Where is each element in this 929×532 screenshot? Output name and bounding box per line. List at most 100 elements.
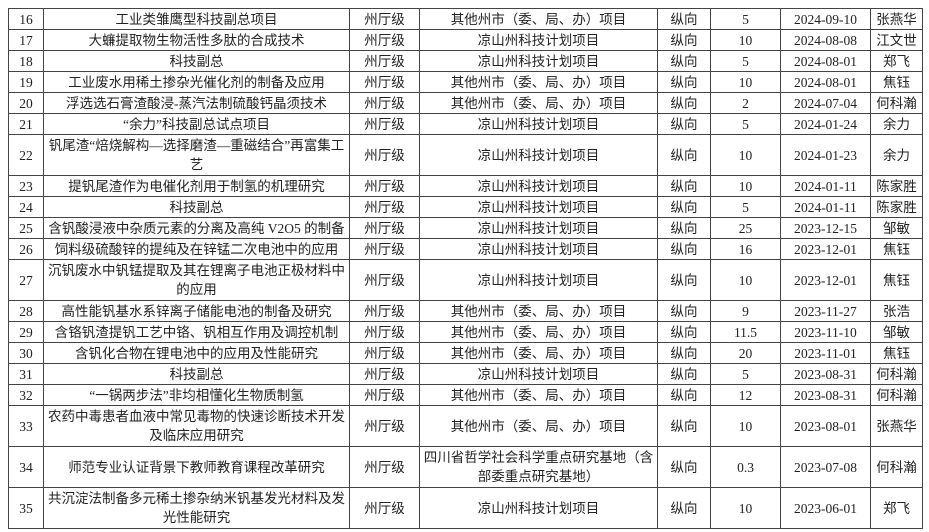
- project-source-cell: 凉山州科技计划项目: [419, 50, 658, 72]
- project-type-cell: 纵向: [657, 196, 711, 218]
- project-name-cell: “余力”科技副总试点项目: [43, 113, 350, 135]
- table-row: 30 含钒化合物在锂电池中的应用及性能研究 州厅级 其他州市（委、局、办）项目 纵向 20…: [8, 342, 923, 364]
- project-name-cell: 大蠊提取物生物活性多肽的合成技术: [43, 29, 350, 51]
- project-level-cell: 州厅级: [349, 384, 420, 406]
- project-level-cell: 州厅级: [349, 342, 420, 364]
- table-row: 29 含铬钒渣提钒工艺中铬、钒相互作用及调控机制 州厅级 其他州市（委、局、办）项目纵…: [8, 321, 923, 343]
- project-name-cell: 饲料级硫酸锌的提纯及在锌锰二次电池中的应用: [43, 238, 350, 260]
- project-level-cell: 州厅级: [349, 487, 420, 529]
- row-number-cell: 20: [8, 92, 44, 114]
- project-level-cell: 州厅级: [349, 217, 420, 239]
- start-date-cell: 2024-08-01: [780, 50, 871, 72]
- table-row: 34 师范专业认证背景下教师教育课程改革研究 州厅级 四川省哲学社会科学重点研究基地（…: [8, 446, 923, 488]
- project-source-cell: 其他州市（委、局、办）项目: [419, 300, 658, 322]
- row-number-cell: 21: [8, 113, 44, 135]
- project-level-cell: 州厅级: [349, 175, 420, 197]
- table-row: 17 大蠊提取物生物活性多肽的合成技术 州厅级 凉山州科技计划项目 纵向 10 2024-0…: [8, 29, 923, 51]
- principal-investigator-cell: 邹敏: [870, 321, 923, 343]
- principal-investigator-cell: 张燕华: [870, 8, 923, 30]
- row-number-cell: 33: [8, 405, 44, 447]
- funding-amount-cell: 10: [710, 29, 781, 51]
- principal-investigator-cell: 张浩: [870, 300, 923, 322]
- project-type-cell: 纵向: [657, 113, 711, 135]
- project-table: 16 工业类雏鹰型科技副总项目 州厅级 其他州市（委、局、办）项目 纵向 5 2024-09…: [8, 8, 923, 529]
- funding-amount-cell: 10: [710, 259, 781, 301]
- funding-amount-cell: 10: [710, 134, 781, 176]
- project-name-cell: 科技副总: [43, 363, 350, 385]
- funding-amount-cell: 5: [710, 8, 781, 30]
- project-name-cell: 含铬钒渣提钒工艺中铬、钒相互作用及调控机制: [43, 321, 350, 343]
- funding-amount-cell: 10: [710, 71, 781, 93]
- table-row: 28 高性能钒基水系锌离子储能电池的制备及研究 州厅级 其他州市（委、局、办）项目 纵向…: [8, 300, 923, 322]
- table-row: 32 “一锅两步法”非均相懂化生物质制氢 州厅级 其他州市（委、局、办）项目 纵向 12 2…: [8, 384, 923, 406]
- table-row: 35 共沉淀法制备多元稀土掺杂纳米钒基发光材料及发光性能研究 州厅级 凉山州科技计划项…: [8, 487, 923, 529]
- principal-investigator-cell: 余力: [870, 113, 923, 135]
- project-type-cell: 纵向: [657, 134, 711, 176]
- principal-investigator-cell: 何科瀚: [870, 446, 923, 488]
- project-level-cell: 州厅级: [349, 92, 420, 114]
- principal-investigator-cell: 邹敏: [870, 217, 923, 239]
- project-level-cell: 州厅级: [349, 321, 420, 343]
- project-type-cell: 纵向: [657, 321, 711, 343]
- row-number-cell: 17: [8, 29, 44, 51]
- project-name-cell: 含钒化合物在锂电池中的应用及性能研究: [43, 342, 350, 364]
- project-type-cell: 纵向: [657, 50, 711, 72]
- start-date-cell: 2024-01-24: [780, 113, 871, 135]
- project-type-cell: 纵向: [657, 363, 711, 385]
- funding-amount-cell: 9: [710, 300, 781, 322]
- table-row: 23 提钒尾渣作为电催化剂用于制氢的机理研究 州厅级 凉山州科技计划项目 纵向 10 202…: [8, 175, 923, 197]
- project-level-cell: 州厅级: [349, 300, 420, 322]
- principal-investigator-cell: 焦钰: [870, 259, 923, 301]
- principal-investigator-cell: 焦钰: [870, 342, 923, 364]
- funding-amount-cell: 25: [710, 217, 781, 239]
- start-date-cell: 2023-06-01: [780, 487, 871, 529]
- project-level-cell: 州厅级: [349, 363, 420, 385]
- project-level-cell: 州厅级: [349, 71, 420, 93]
- table-row: 16 工业类雏鹰型科技副总项目 州厅级 其他州市（委、局、办）项目 纵向 5 2024-09…: [8, 8, 923, 30]
- funding-amount-cell: 5: [710, 113, 781, 135]
- project-source-cell: 其他州市（委、局、办）项目: [419, 321, 658, 343]
- row-number-cell: 24: [8, 196, 44, 218]
- table-body: 16 工业类雏鹰型科技副总项目 州厅级 其他州市（委、局、办）项目 纵向 5 2024-09…: [8, 8, 923, 529]
- row-number-cell: 35: [8, 487, 44, 529]
- principal-investigator-cell: 何科瀚: [870, 384, 923, 406]
- principal-investigator-cell: 何科瀚: [870, 92, 923, 114]
- project-level-cell: 州厅级: [349, 29, 420, 51]
- start-date-cell: 2023-11-10: [780, 321, 871, 343]
- start-date-cell: 2024-01-11: [780, 196, 871, 218]
- project-source-cell: 凉山州科技计划项目: [419, 363, 658, 385]
- project-name-cell: 工业类雏鹰型科技副总项目: [43, 8, 350, 30]
- principal-investigator-cell: 何科瀚: [870, 363, 923, 385]
- project-type-cell: 纵向: [657, 342, 711, 364]
- principal-investigator-cell: 焦钰: [870, 71, 923, 93]
- project-type-cell: 纵向: [657, 487, 711, 529]
- project-source-cell: 凉山州科技计划项目: [419, 29, 658, 51]
- start-date-cell: 2023-07-08: [780, 446, 871, 488]
- principal-investigator-cell: 陈家胜: [870, 175, 923, 197]
- project-name-cell: 提钒尾渣作为电催化剂用于制氢的机理研究: [43, 175, 350, 197]
- funding-amount-cell: 12: [710, 384, 781, 406]
- principal-investigator-cell: 余力: [870, 134, 923, 176]
- table-row: 26 饲料级硫酸锌的提纯及在锌锰二次电池中的应用 州厅级 凉山州科技计划项目 纵向 16 2…: [8, 238, 923, 260]
- project-source-cell: 其他州市（委、局、办）项目: [419, 405, 658, 447]
- principal-investigator-cell: 张燕华: [870, 405, 923, 447]
- project-level-cell: 州厅级: [349, 113, 420, 135]
- row-number-cell: 28: [8, 300, 44, 322]
- project-name-cell: 浮选选石膏渣酸浸-蒸汽法制硫酸钙晶须技术: [43, 92, 350, 114]
- project-source-cell: 其他州市（委、局、办）项目: [419, 71, 658, 93]
- project-source-cell: 凉山州科技计划项目: [419, 196, 658, 218]
- row-number-cell: 16: [8, 8, 44, 30]
- start-date-cell: 2023-08-31: [780, 363, 871, 385]
- project-name-cell: 科技副总: [43, 50, 350, 72]
- project-source-cell: 凉山州科技计划项目: [419, 134, 658, 176]
- funding-amount-cell: 5: [710, 363, 781, 385]
- principal-investigator-cell: 郑飞: [870, 50, 923, 72]
- start-date-cell: 2024-01-11: [780, 175, 871, 197]
- row-number-cell: 27: [8, 259, 44, 301]
- project-source-cell: 其他州市（委、局、办）项目: [419, 342, 658, 364]
- project-source-cell: 其他州市（委、局、办）项目: [419, 92, 658, 114]
- project-name-cell: 沉钒废水中钒锰提取及其在锂离子电池正极材料中的应用: [43, 259, 350, 301]
- table-row: 18 科技副总 州厅级 凉山州科技计划项目 纵向 5 2024-08-01 郑飞: [8, 50, 923, 72]
- project-level-cell: 州厅级: [349, 238, 420, 260]
- start-date-cell: 2023-12-01: [780, 259, 871, 301]
